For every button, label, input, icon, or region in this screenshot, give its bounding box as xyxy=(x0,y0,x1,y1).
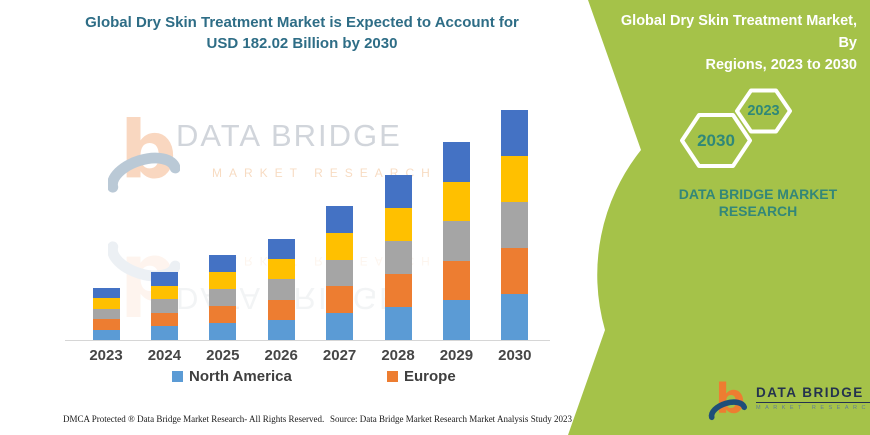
bar-2025 xyxy=(209,254,237,340)
bar-segment-2025-unlabeled-gray xyxy=(209,288,237,306)
logo-brand-text: DATA BRIDGE xyxy=(756,385,870,403)
hexagon-2030-label: 2030 xyxy=(697,130,735,150)
bar-2028 xyxy=(384,175,412,340)
legend-marker-europe xyxy=(387,371,398,382)
bar-2029 xyxy=(442,142,470,340)
logo-sub-text: MARKET RESEARCH xyxy=(756,405,870,411)
x-axis-label-2026: 2026 xyxy=(264,347,298,364)
x-axis-label-2028: 2028 xyxy=(381,347,415,364)
bar-segment-2026-North America xyxy=(267,319,295,340)
hexagon-2023-label: 2023 xyxy=(747,103,780,119)
footer-source-text: Source: Data Bridge Market Research Mark… xyxy=(330,414,572,424)
x-axis-label-2030: 2030 xyxy=(498,347,532,364)
chart-title-line1: Global Dry Skin Treatment Market is Expe… xyxy=(85,14,519,31)
hexagon-2023: 2023 xyxy=(735,88,792,134)
banner-brand-line2: RESEARCH xyxy=(718,202,798,219)
bar-segment-2025-Europe xyxy=(209,305,237,323)
data-bridge-logo-icon: b xyxy=(708,376,748,422)
logo-text: DATA BRIDGE MARKET RESEARCH xyxy=(756,385,870,411)
legend-item-europe: Europe xyxy=(387,368,456,385)
bar-segment-2028-North America xyxy=(384,307,412,340)
banner-title-line1: Global Dry Skin Treatment Market, By xyxy=(620,13,857,51)
footer-dmca-text: DMCA Protected ® Data Bridge Market Rese… xyxy=(63,414,325,424)
bar-2027 xyxy=(326,206,354,340)
watermark-brand-text: DATA BRIDGE xyxy=(176,118,402,153)
bar-segment-2029-unlabeled-yellow xyxy=(442,181,470,222)
bar-2024 xyxy=(150,272,178,340)
bar-segment-2024-Europe xyxy=(150,312,178,327)
x-axis-label-2025: 2025 xyxy=(206,347,240,364)
bar-segment-2027-unlabeled-darkblue xyxy=(326,206,354,233)
svg-text:b: b xyxy=(120,108,177,197)
bar-segment-2030-unlabeled-gray xyxy=(501,202,529,248)
bar-segment-2030-North America xyxy=(501,294,529,340)
bar-2023 xyxy=(92,288,120,340)
x-axis-label-2023: 2023 xyxy=(89,347,123,364)
bar-segment-2023-unlabeled-gray xyxy=(92,308,120,320)
bar-segment-2030-unlabeled-yellow xyxy=(501,156,529,202)
x-axis-label-2027: 2027 xyxy=(322,347,357,364)
x-axis-line xyxy=(65,340,550,341)
x-axis-label-2024: 2024 xyxy=(147,347,182,364)
chart-title-line2: USD 182.02 Billion by 2030 xyxy=(206,35,398,52)
bar-segment-2026-unlabeled-yellow xyxy=(267,259,295,280)
legend-label-europe: Europe xyxy=(404,368,456,385)
bar-segment-2024-unlabeled-gray xyxy=(150,299,178,313)
bar-2026 xyxy=(267,239,295,340)
bar-segment-2024-North America xyxy=(150,326,178,340)
bar-segment-2024-unlabeled-yellow xyxy=(150,285,178,300)
bar-segment-2023-Europe xyxy=(92,319,120,330)
svg-text:b: b xyxy=(716,376,746,422)
bar-segment-2029-unlabeled-gray xyxy=(442,221,470,261)
bar-segment-2029-unlabeled-darkblue xyxy=(442,142,470,182)
watermark: b DATA BRIDGE MARKET RESEARCH xyxy=(108,106,438,216)
hexagon-outline-icon xyxy=(735,88,792,134)
bar-segment-2026-unlabeled-darkblue xyxy=(267,239,295,260)
bar-segment-2027-Europe xyxy=(326,286,354,314)
data-bridge-logo: b DATA BRIDGE MARKET RESEARCH xyxy=(700,376,870,428)
legend-marker-north-america xyxy=(172,371,183,382)
bar-2030 xyxy=(501,110,529,340)
bar-segment-2025-North America xyxy=(209,322,237,340)
bar-segment-2026-unlabeled-gray xyxy=(267,279,295,300)
bar-segment-2029-Europe xyxy=(442,260,470,301)
watermark-sub-text: MARKET RESEARCH xyxy=(212,166,437,180)
data-bridge-watermark-logo-icon: b xyxy=(108,108,180,197)
bar-segment-2028-unlabeled-darkblue xyxy=(384,175,412,208)
banner-title-line2: Regions, 2023 to 2030 xyxy=(705,56,857,73)
bar-segment-2026-Europe xyxy=(267,299,295,320)
legend-label-north-america: North America xyxy=(189,368,292,385)
hexagon-outline-icon xyxy=(680,113,752,168)
bar-segment-2024-unlabeled-darkblue xyxy=(150,272,178,286)
bar-segment-2028-unlabeled-gray xyxy=(384,241,412,274)
bar-segment-2029-North America xyxy=(442,300,470,340)
banner-title: Global Dry Skin Treatment Market, By Reg… xyxy=(613,11,857,76)
bar-segment-2027-unlabeled-gray xyxy=(326,259,354,287)
x-axis-label-2029: 2029 xyxy=(439,347,474,364)
bar-segment-2030-Europe xyxy=(501,248,529,294)
bar-segment-2025-unlabeled-yellow xyxy=(209,271,237,289)
hexagon-2030: 2030 xyxy=(680,112,752,169)
bar-segment-2028-Europe xyxy=(384,274,412,307)
banner-brand-line1: DATA BRIDGE MARKET xyxy=(678,186,838,202)
legend-item-north-america: North America xyxy=(172,368,292,385)
bar-segment-2027-unlabeled-yellow xyxy=(326,232,354,260)
bar-segment-2023-North America xyxy=(92,329,120,340)
bar-segment-2023-unlabeled-darkblue xyxy=(92,288,120,299)
bar-segment-2028-unlabeled-yellow xyxy=(384,208,412,241)
plot-area: North America Europe 2023 2024 2025 2026 202… xyxy=(65,95,550,385)
banner-brand-text: DATA BRIDGE MARKET RESEARCH xyxy=(660,186,856,219)
bar-segment-2025-unlabeled-darkblue xyxy=(209,254,237,272)
bar-segment-2027-North America xyxy=(326,313,354,340)
bar-segment-2030-unlabeled-darkblue xyxy=(501,110,529,156)
bar-segment-2023-unlabeled-yellow xyxy=(92,298,120,309)
chart-title: Global Dry Skin Treatment Market is Expe… xyxy=(72,12,532,54)
